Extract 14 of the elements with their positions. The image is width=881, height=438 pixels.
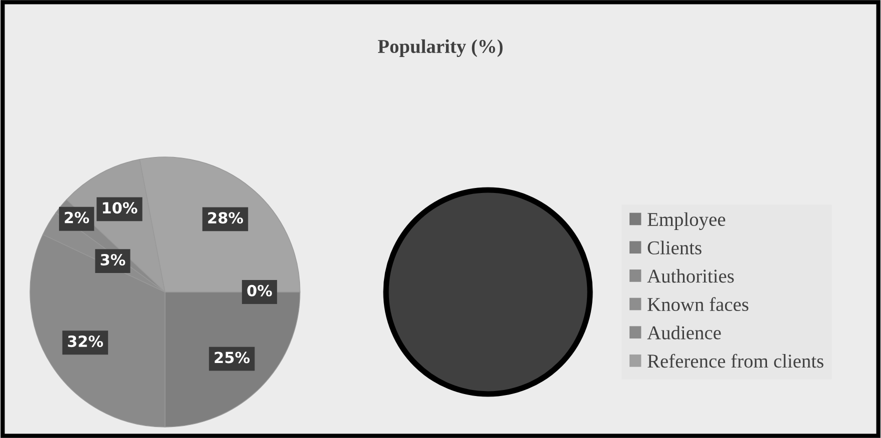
data-label: 3% <box>100 254 126 266</box>
data-label: 25% <box>214 352 250 364</box>
legend-label: Employee <box>648 212 726 230</box>
legend-label: Audience <box>647 326 721 340</box>
text: 0% <box>247 284 272 296</box>
data-label: 32% <box>68 336 104 348</box>
data-label: 28% <box>208 212 244 224</box>
legend-label: Reference from clients <box>648 354 824 368</box>
legend-label: Clients <box>648 240 702 254</box>
legend-label: Known faces <box>648 297 748 312</box>
data-label: 10% <box>102 202 138 214</box>
data-label: 2% <box>64 212 90 224</box>
chart-title: Popularity (%) <box>378 39 503 58</box>
legend-label: Authorities <box>647 269 734 283</box>
